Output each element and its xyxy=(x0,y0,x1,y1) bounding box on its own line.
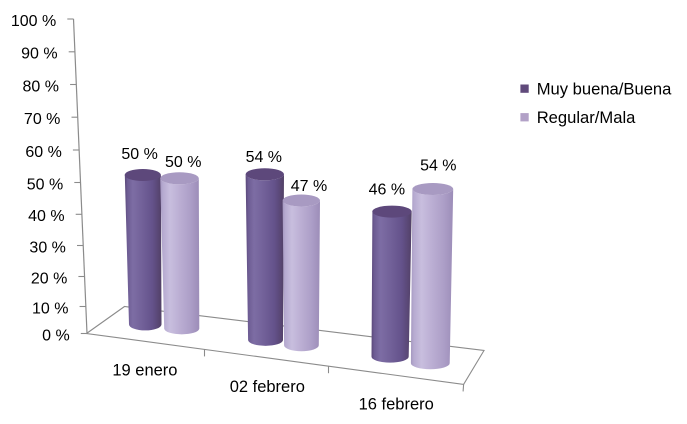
svg-text:40 %: 40 % xyxy=(28,208,64,225)
svg-text:54 %: 54 % xyxy=(246,149,282,166)
svg-text:47 %: 47 % xyxy=(291,178,327,195)
svg-text:70 %: 70 % xyxy=(24,111,60,128)
svg-text:50 %: 50 % xyxy=(121,146,157,163)
svg-text:80 %: 80 % xyxy=(23,78,59,95)
svg-text:30 %: 30 % xyxy=(29,239,65,256)
svg-text:50 %: 50 % xyxy=(27,176,63,193)
svg-text:Muy buena/Buena: Muy buena/Buena xyxy=(537,79,672,98)
svg-text:60 %: 60 % xyxy=(25,144,61,161)
svg-text:90 %: 90 % xyxy=(21,46,57,63)
svg-text:100 %: 100 % xyxy=(11,13,56,30)
svg-text:Regular/Mala: Regular/Mala xyxy=(537,108,636,127)
svg-text:10 %: 10 % xyxy=(32,300,68,317)
svg-text:19 enero: 19 enero xyxy=(112,362,177,380)
svg-text:16 febrero: 16 febrero xyxy=(359,396,434,414)
svg-text:54 %: 54 % xyxy=(420,158,456,175)
svg-text:0 %: 0 % xyxy=(42,327,70,344)
svg-text:50 %: 50 % xyxy=(165,154,201,171)
svg-text:20 %: 20 % xyxy=(31,270,67,287)
svg-text:02 febrero: 02 febrero xyxy=(230,378,305,396)
svg-text:46 %: 46 % xyxy=(369,182,405,199)
